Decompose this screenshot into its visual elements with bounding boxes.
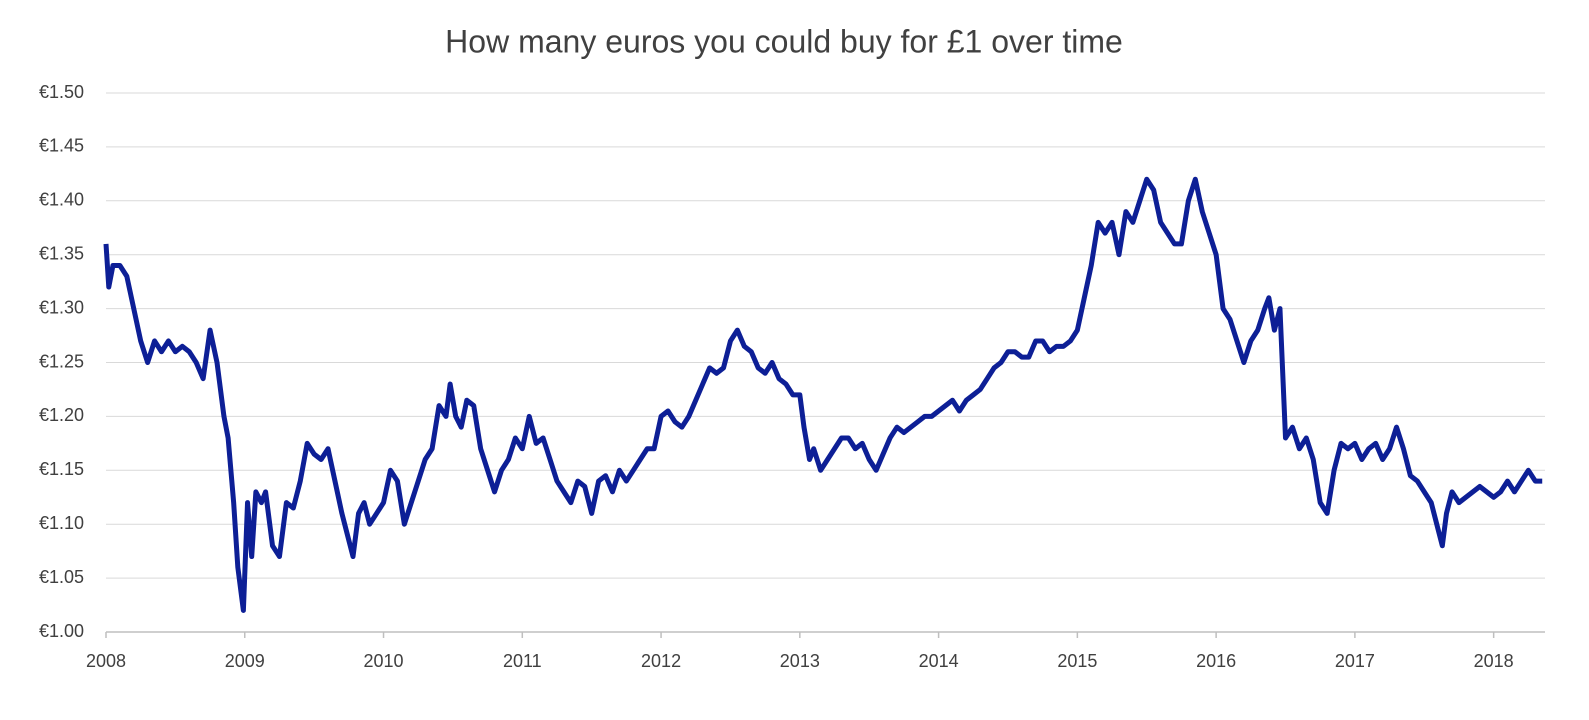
x-tick-label: 2008 bbox=[86, 651, 126, 671]
y-tick-label: €1.40 bbox=[39, 190, 84, 210]
x-tick-label: 2012 bbox=[641, 651, 681, 671]
chart-title: How many euros you could buy for £1 over… bbox=[445, 23, 1123, 59]
data-line bbox=[103, 176, 1543, 613]
x-tick-label: 2017 bbox=[1335, 651, 1375, 671]
y-tick-label: €1.45 bbox=[39, 136, 84, 156]
x-tick-label: 2015 bbox=[1057, 651, 1097, 671]
y-tick-label: €1.20 bbox=[39, 405, 84, 425]
y-tick-label: €1.05 bbox=[39, 567, 84, 587]
x-tick-label: 2016 bbox=[1196, 651, 1236, 671]
y-tick-label: €1.00 bbox=[39, 621, 84, 641]
x-tick-label: 2011 bbox=[503, 651, 542, 671]
y-tick-label: €1.10 bbox=[39, 513, 84, 533]
y-tick-label: €1.30 bbox=[39, 297, 84, 317]
y-tick-label: €1.35 bbox=[39, 243, 84, 263]
y-tick-label: €1.50 bbox=[39, 82, 84, 102]
x-tick-label: 2018 bbox=[1474, 651, 1514, 671]
x-tick-label: 2009 bbox=[225, 651, 265, 671]
x-tick-label: 2013 bbox=[780, 651, 820, 671]
x-tick-label: 2010 bbox=[364, 651, 404, 671]
y-tick-label: €1.25 bbox=[39, 351, 84, 371]
y-tick-label: €1.15 bbox=[39, 459, 84, 479]
x-tick-label: 2014 bbox=[919, 651, 959, 671]
